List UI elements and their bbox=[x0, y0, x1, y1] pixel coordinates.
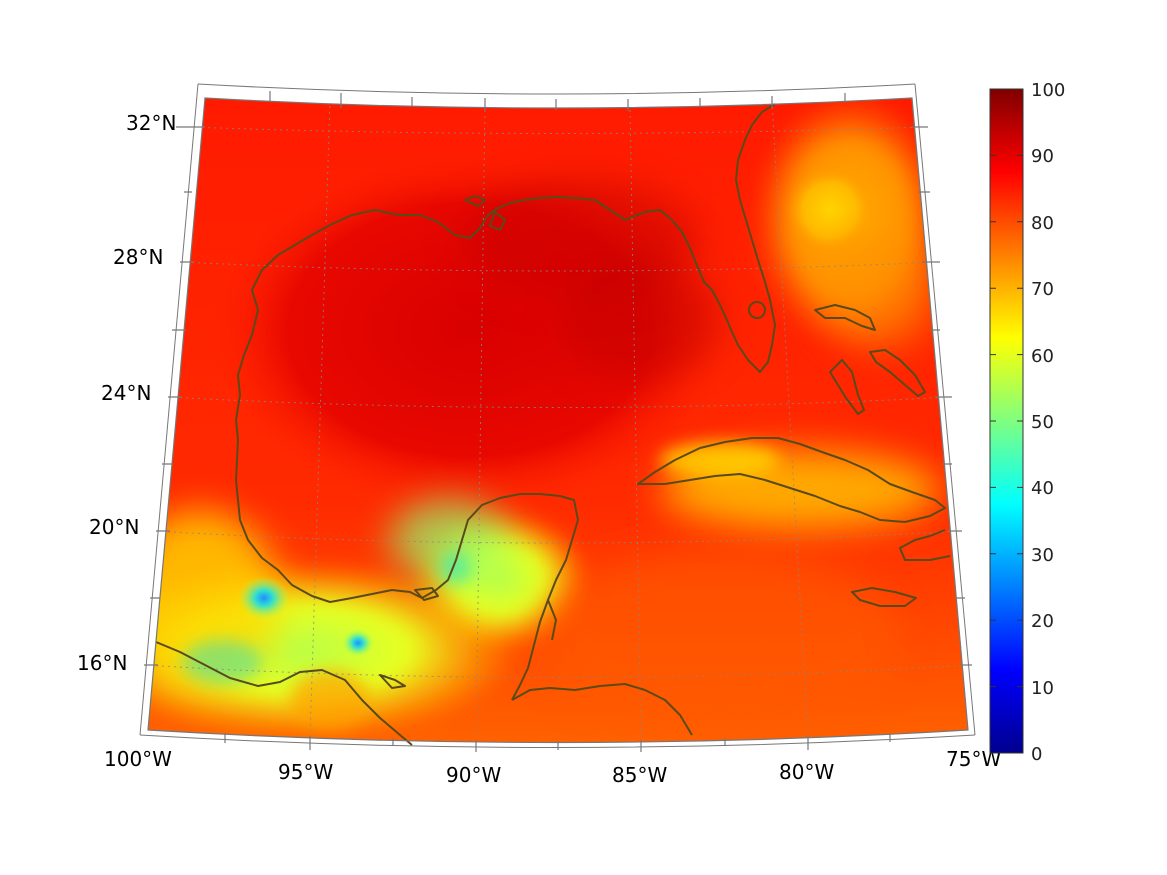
colorbar-tick-40: 40 bbox=[1031, 478, 1054, 499]
lake-okeechobee bbox=[748, 301, 766, 319]
colorbar-tick-0: 0 bbox=[1031, 744, 1042, 765]
colorbar-tick-60: 60 bbox=[1031, 346, 1054, 367]
lon-label-100: 100°W bbox=[104, 747, 172, 771]
colorbar-tick-70: 70 bbox=[1031, 279, 1054, 300]
colorbar-tick-80: 80 bbox=[1031, 213, 1054, 234]
honduras-coast bbox=[511, 683, 693, 736]
coastlines bbox=[155, 103, 951, 746]
longitude-labels: 100°W 95°W 90°W 85°W 80°W 75°W bbox=[104, 747, 1001, 787]
graticule bbox=[148, 99, 968, 743]
colorbar-tick-30: 30 bbox=[1031, 545, 1054, 566]
colorbar-tick-20: 20 bbox=[1031, 611, 1054, 632]
colorbar-tick-90: 90 bbox=[1031, 146, 1054, 167]
lat-label-16: 16°N bbox=[77, 651, 127, 675]
jamaica-coast bbox=[851, 587, 917, 607]
colorbar-tick-10: 10 bbox=[1031, 678, 1054, 699]
lat-label-20: 20°N bbox=[89, 515, 139, 539]
latitude-labels: 32°N 28°N 24°N 20°N 16°N bbox=[77, 111, 176, 675]
colorbar: 100 90 80 70 60 50 40 30 20 10 0 bbox=[989, 80, 1065, 765]
hispaniola-coast bbox=[899, 529, 951, 561]
colorbar-tick-50: 50 bbox=[1031, 412, 1054, 433]
lon-label-95: 95°W bbox=[278, 760, 333, 784]
map-field bbox=[148, 98, 968, 743]
lat-label-32: 32°N bbox=[126, 111, 176, 135]
cuba-coast bbox=[637, 437, 946, 523]
bahamas-islands bbox=[829, 359, 865, 415]
mexico-pacific-coast bbox=[155, 641, 413, 746]
colorbar-tick-100: 100 bbox=[1031, 80, 1065, 101]
gulf-north-coast bbox=[235, 103, 776, 521]
mexico-gulf-coast bbox=[239, 493, 579, 701]
map-frame bbox=[139, 83, 976, 752]
lat-label-24: 24°N bbox=[101, 381, 151, 405]
lat-label-28: 28°N bbox=[113, 245, 163, 269]
lon-label-80: 80°W bbox=[779, 760, 834, 784]
lon-label-90: 90°W bbox=[446, 763, 501, 787]
lon-label-85: 85°W bbox=[612, 763, 667, 787]
